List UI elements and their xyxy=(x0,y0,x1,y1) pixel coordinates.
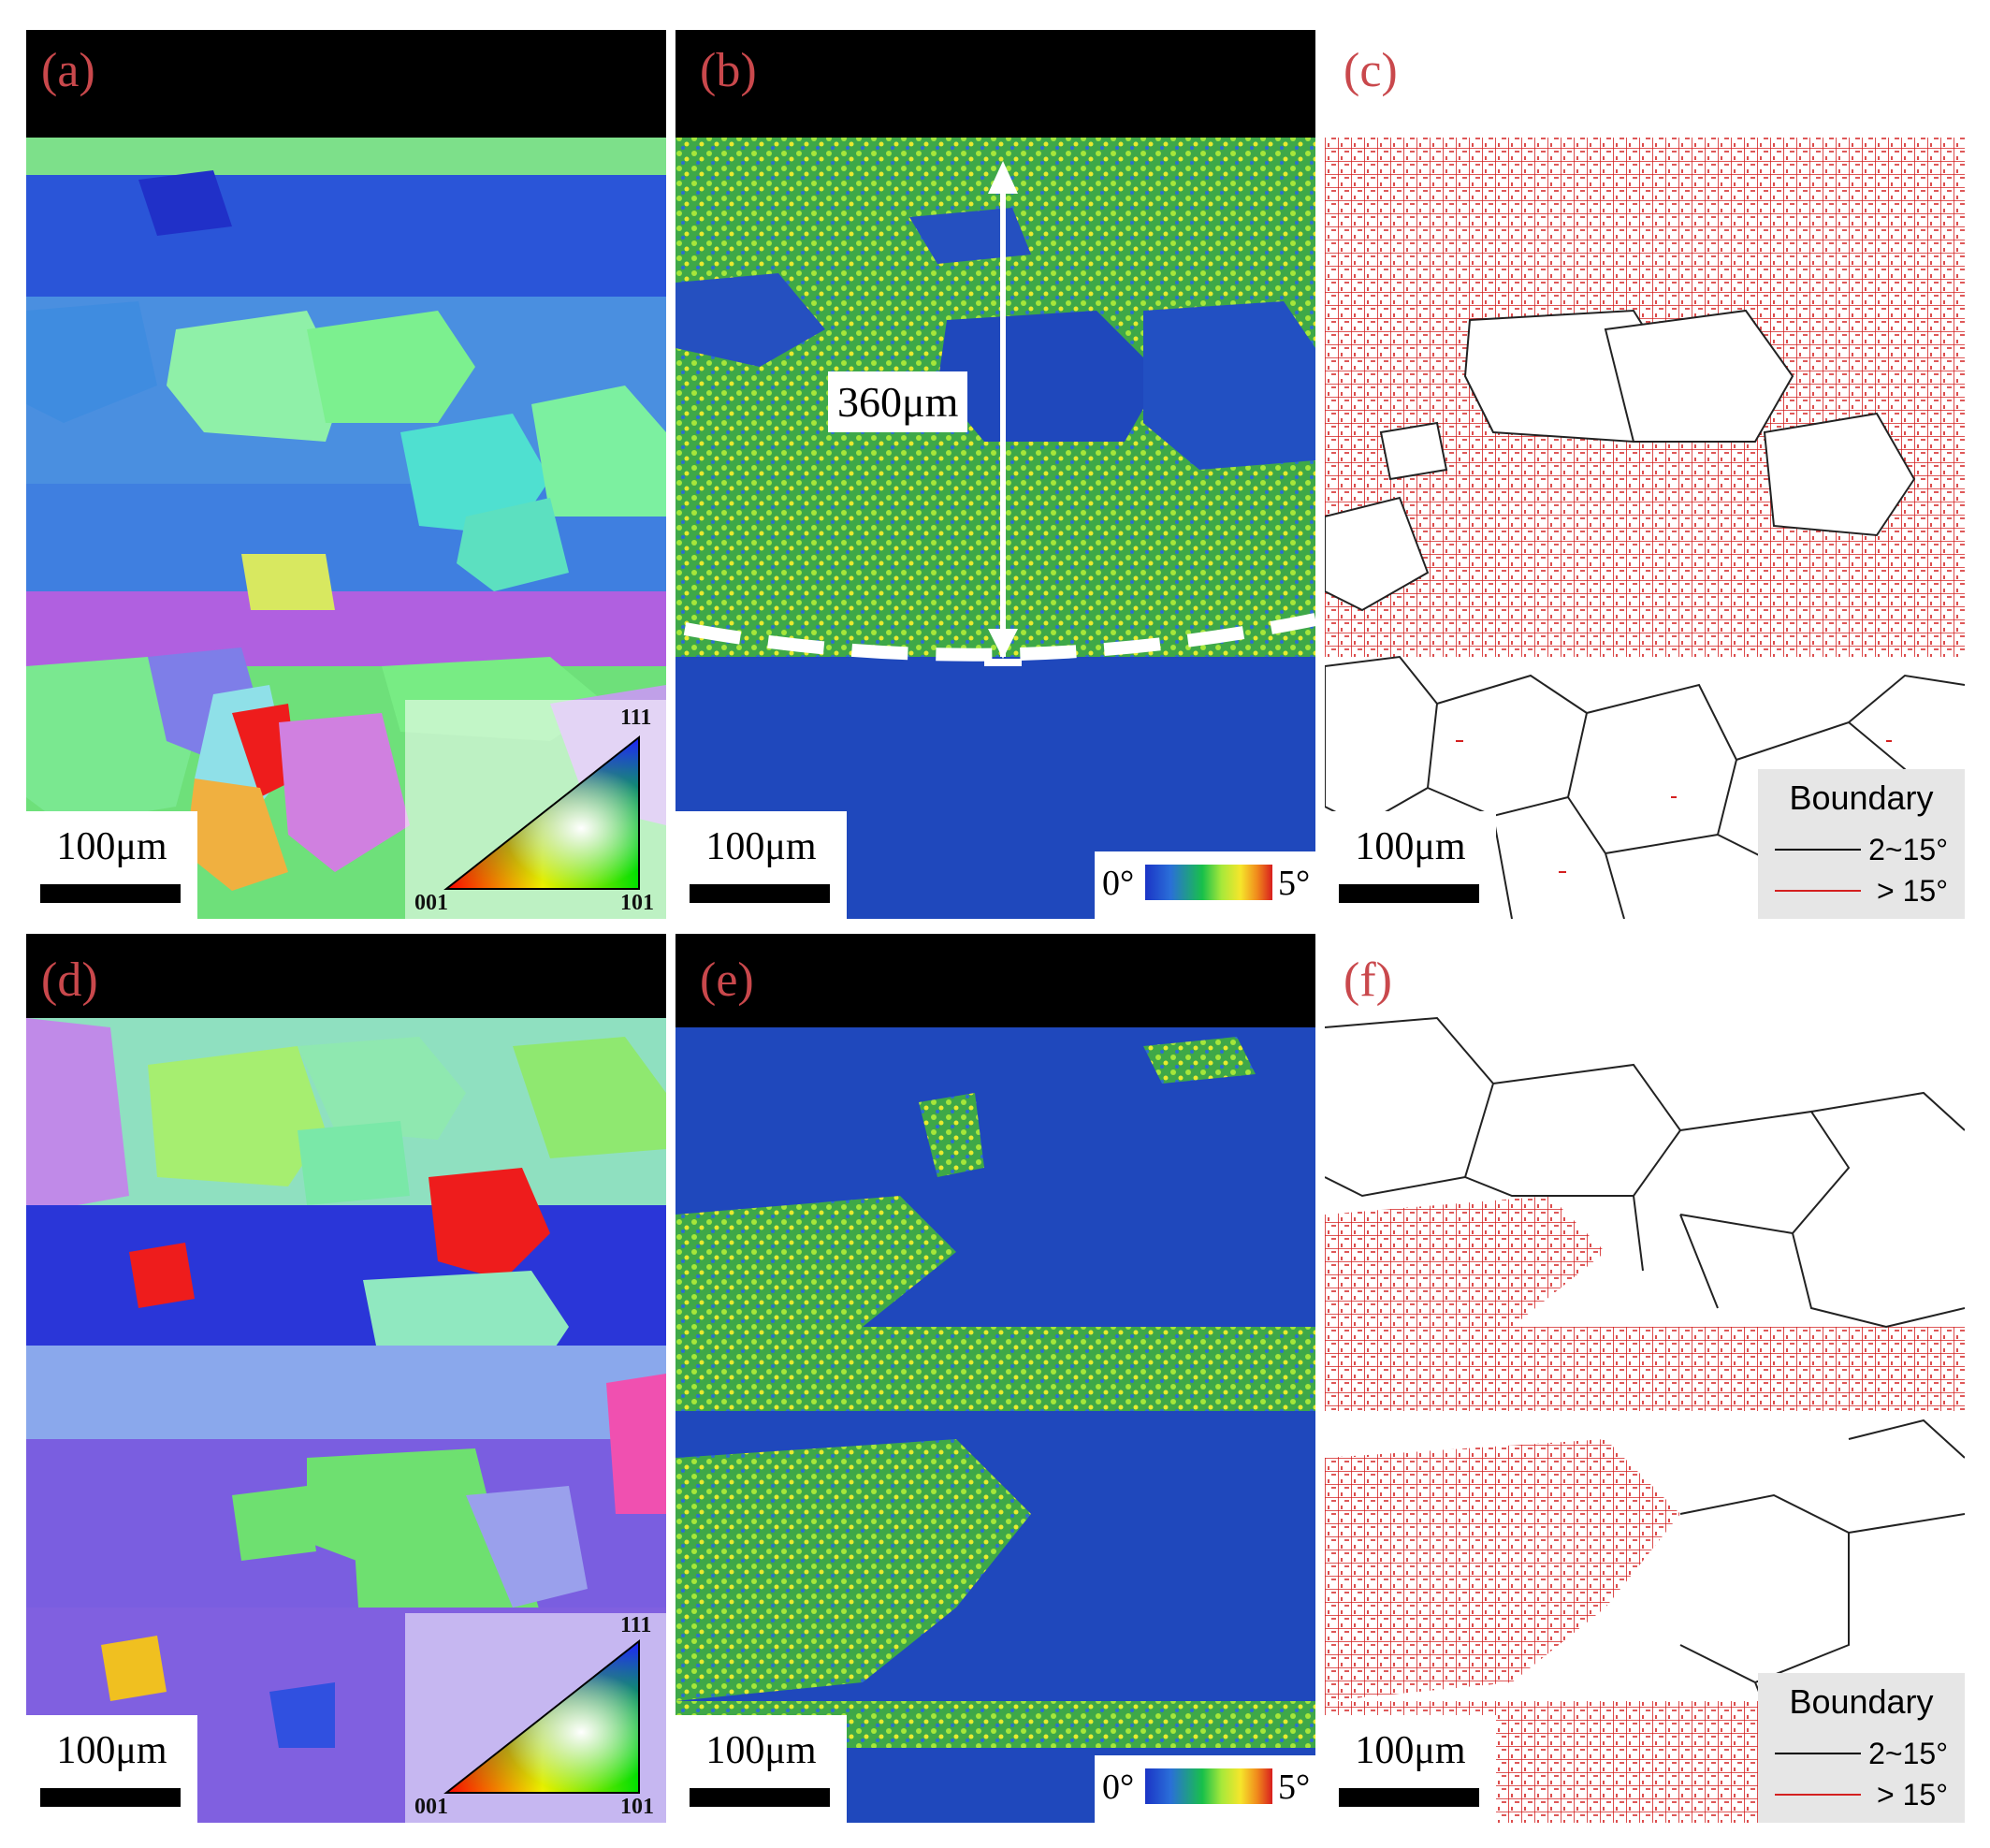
scale-text: 100μm xyxy=(705,825,817,868)
ipf-label-001: 001 xyxy=(414,891,448,915)
ipf-label-001: 001 xyxy=(414,1795,448,1819)
legend-line-red xyxy=(1775,890,1861,892)
legend-text-high: > 15° xyxy=(1877,874,1948,908)
scale-text: 100μm xyxy=(56,825,167,868)
scale-box-d: 100μm xyxy=(26,1715,197,1823)
legend-row-low: 2~15° xyxy=(1758,831,1965,868)
legend-row-high: > 15° xyxy=(1758,872,1965,909)
colorbar-max: 5° xyxy=(1278,864,1311,903)
boundary-legend-c: Boundary 2~15° > 15° xyxy=(1758,769,1965,919)
ipf-triangle-a xyxy=(443,735,640,890)
colorbar-min: 0° xyxy=(1102,1768,1135,1807)
scale-text: 100μm xyxy=(1355,1729,1466,1772)
scale-bar xyxy=(690,1788,830,1807)
scale-bar xyxy=(40,1788,181,1807)
depth-label: 360μm xyxy=(828,371,968,432)
legend-title: Boundary xyxy=(1789,1682,1934,1721)
ipf-legend-d: 111 001 101 xyxy=(405,1613,666,1823)
panel-d-ipf-map: (d) 111 001 101 100μm xyxy=(26,934,666,1823)
scale-box-a: 100μm xyxy=(26,811,197,919)
panel-label-e: (e) xyxy=(700,953,754,1007)
scale-text: 100μm xyxy=(1355,825,1466,868)
panel-label-d: (d) xyxy=(41,953,98,1007)
legend-line-black xyxy=(1775,1753,1861,1754)
panel-b-kam-map: (b) 360μm 0° 5° 100μm xyxy=(675,30,1315,919)
legend-line-black xyxy=(1775,849,1861,851)
colorbar-gradient xyxy=(1145,1768,1272,1804)
panel-label-b: (b) xyxy=(700,44,757,97)
colorbar-gradient xyxy=(1145,865,1272,900)
panel-label-a: (a) xyxy=(41,44,95,97)
ipf-label-101: 101 xyxy=(620,891,654,915)
kam-map-b xyxy=(675,30,1315,919)
scale-box-b: 100μm xyxy=(675,811,847,919)
kam-colorbar-b: 0° 5° xyxy=(1095,851,1315,919)
kam-map-e xyxy=(675,934,1315,1823)
panel-label-c: (c) xyxy=(1344,44,1398,97)
ipf-label-111: 111 xyxy=(620,1613,652,1637)
panel-c-boundary-map: (c) Boundary 2~15° > 15° 100μm xyxy=(1325,30,1965,919)
scale-box-e: 100μm xyxy=(675,1715,847,1823)
scale-bar xyxy=(1339,1788,1479,1807)
scale-box-c: 100μm xyxy=(1325,811,1496,919)
panel-f-boundary-map: (f) Boundary 2~15° > 15° 100μm xyxy=(1325,934,1965,1823)
scale-bar xyxy=(40,884,181,903)
legend-row-high: > 15° xyxy=(1758,1776,1965,1813)
panel-label-f: (f) xyxy=(1344,953,1392,1007)
panel-a-ipf-map: (a) 111 001 101 100μm xyxy=(26,30,666,919)
legend-text-low: 2~15° xyxy=(1868,1737,1948,1770)
legend-line-red xyxy=(1775,1794,1861,1796)
scale-bar xyxy=(1339,884,1479,903)
scale-box-f: 100μm xyxy=(1325,1715,1496,1823)
boundary-map-f xyxy=(1325,934,1965,1823)
ipf-legend-a: 111 001 101 xyxy=(405,700,666,919)
ipf-label-101: 101 xyxy=(620,1795,654,1819)
legend-text-low: 2~15° xyxy=(1868,833,1948,866)
legend-text-high: > 15° xyxy=(1877,1778,1948,1812)
colorbar-max: 5° xyxy=(1278,1768,1311,1807)
scale-text: 100μm xyxy=(705,1729,817,1772)
panel-e-kam-map: (e) 0° 5° 100μm xyxy=(675,934,1315,1823)
scale-text: 100μm xyxy=(56,1729,167,1772)
colorbar-min: 0° xyxy=(1102,864,1135,903)
ipf-triangle-d xyxy=(443,1638,640,1794)
ipf-label-111: 111 xyxy=(620,706,652,730)
boundary-legend-f: Boundary 2~15° > 15° xyxy=(1758,1673,1965,1823)
kam-colorbar-e: 0° 5° xyxy=(1095,1755,1315,1823)
scale-bar xyxy=(690,884,830,903)
legend-title: Boundary xyxy=(1789,778,1934,817)
legend-row-low: 2~15° xyxy=(1758,1735,1965,1772)
